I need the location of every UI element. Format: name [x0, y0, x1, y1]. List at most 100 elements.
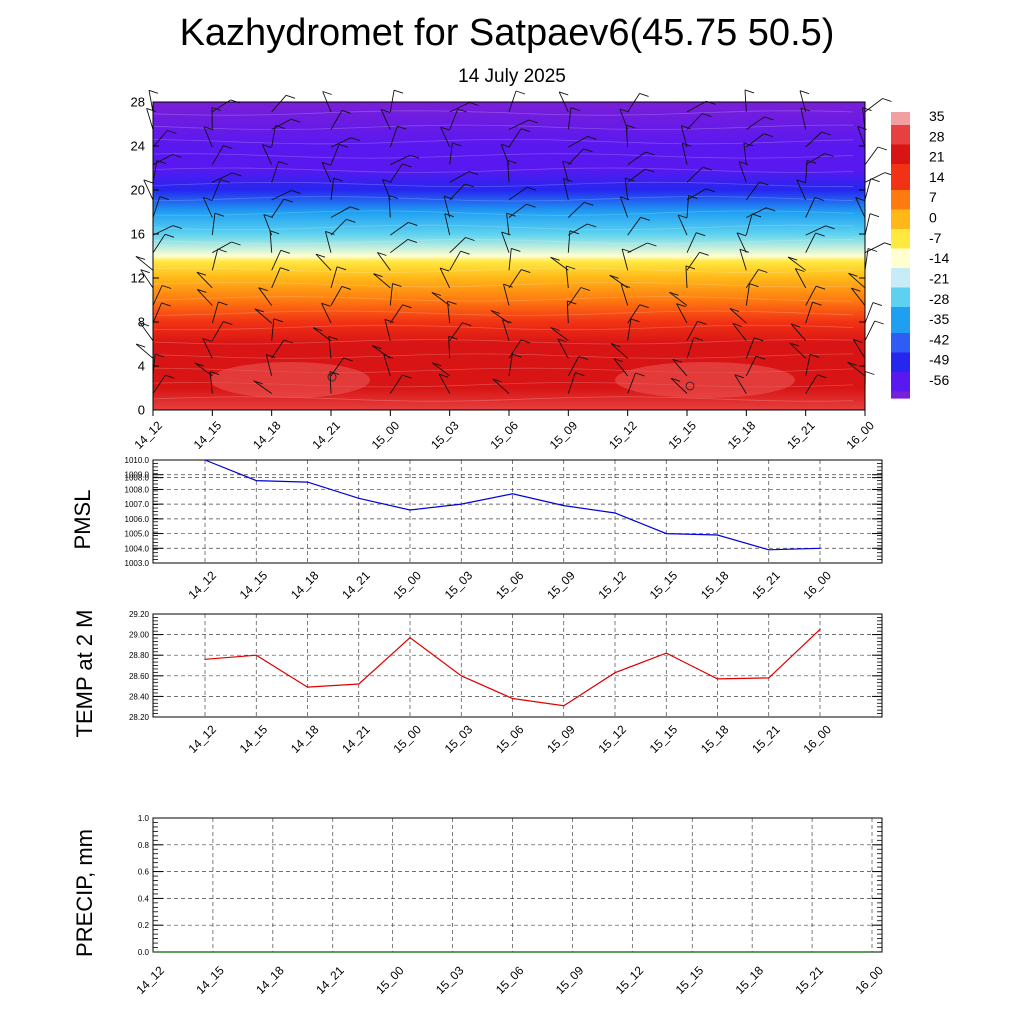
precip-xtick-label: 15_15 [673, 963, 707, 997]
wind-barb-flag [705, 188, 716, 193]
colorbar-label: 0 [929, 210, 937, 226]
wind-barb [805, 225, 835, 236]
wind-barb-flag [566, 265, 576, 270]
contour-line [152, 324, 854, 331]
colorbar-swatch [891, 112, 910, 120]
wind-barb-shaft [212, 241, 232, 254]
wind-barb-flag [232, 172, 242, 177]
wind-barb-flag [146, 107, 156, 112]
wind-barb-flag [500, 143, 511, 148]
contour-line [152, 267, 854, 273]
contour-line [152, 296, 854, 302]
precip-panel [152, 817, 883, 953]
wind-barb-flag [507, 159, 517, 164]
wind-barb-flag [570, 107, 581, 112]
precip-xtick-label: 15_21 [793, 963, 827, 997]
wind-barb-shaft [211, 248, 219, 271]
wind-barb-flag [619, 108, 629, 113]
wind-barb-flag [550, 256, 560, 261]
wind-barb-shaft [567, 287, 582, 306]
wind-barb-shaft [568, 223, 588, 236]
pmsl-point [255, 480, 257, 482]
temp2m-ytick-label: 29.20 [129, 610, 150, 619]
wind-barb [390, 221, 418, 236]
wind-barb [508, 353, 522, 376]
pmsl-xtick-label: 14_18 [288, 568, 322, 602]
wind-barb-flag [569, 230, 580, 235]
wind-barb-flag [290, 118, 301, 123]
wind-barb [449, 237, 475, 254]
wind-barb [550, 327, 569, 342]
colorbar-swatch [891, 125, 910, 133]
wind-barb-shaft [805, 302, 813, 324]
wind-barb [372, 345, 391, 359]
temp2m-ytick-label: 28.20 [129, 713, 150, 722]
wind-barb-shaft [732, 323, 747, 341]
wind-barb [799, 90, 810, 113]
wind-barb-flag [377, 252, 387, 256]
wind-barb-flag [328, 335, 338, 340]
wind-barb [271, 189, 301, 201]
wind-barb-shaft [212, 172, 233, 183]
wind-barb-shaft [449, 142, 453, 165]
wind-barb-shaft [686, 113, 703, 130]
wind-barb-flag [350, 206, 360, 211]
pmsl-point [460, 503, 462, 505]
wind-barb-flag [196, 271, 207, 276]
wind-barb-shaft [800, 107, 807, 130]
precip-xtick-label: 15_06 [493, 963, 527, 997]
wind-barb [330, 357, 353, 377]
heatmap-ytick-label: 28 [131, 95, 145, 110]
wind-barb [202, 338, 213, 359]
wind-barb [449, 102, 479, 113]
colorbar-swatch [891, 144, 910, 152]
heatmap-xtick-label: 14_21 [309, 418, 343, 452]
temp2m-xtick-label: 14_15 [237, 722, 271, 756]
wind-barb-flag [749, 283, 759, 288]
wind-barb-flag [506, 212, 516, 217]
pmsl-ytick-label: 1003.0 [125, 559, 150, 568]
temp2m-point [306, 686, 309, 688]
wind-barb-flag [526, 186, 537, 191]
wind-barb-flag [218, 301, 228, 306]
wind-barb-flag [329, 371, 340, 375]
wind-barb-shaft [864, 172, 885, 183]
wind-barb-shaft [152, 154, 173, 166]
wind-barb-flag [613, 358, 624, 363]
wind-barb [686, 113, 712, 130]
wind-barb [805, 285, 826, 306]
wind-barb-shaft [490, 310, 510, 324]
wind-barb-shaft [799, 90, 807, 113]
wind-barb-flag [408, 221, 418, 226]
wind-barb-flag [814, 197, 825, 201]
wind-barb-shaft [261, 144, 273, 165]
wind-barb [732, 322, 747, 341]
wind-barb-flag [583, 148, 593, 153]
wind-barb-shaft [855, 197, 866, 218]
wind-barb-flag [812, 301, 822, 306]
wind-barb-flag [343, 357, 353, 362]
contour-line [152, 253, 854, 259]
colorbar-swatch [891, 229, 910, 237]
wind-barb [448, 335, 458, 359]
wind-barb-shaft [507, 160, 510, 183]
wind-barb-shaft [431, 292, 450, 306]
wind-barb [746, 116, 774, 130]
wind-barb-shaft [853, 339, 866, 359]
wind-barb-shaft [373, 273, 391, 289]
wind-barb-shaft [211, 179, 221, 201]
wind-barb-flag [685, 265, 696, 270]
heatmap-ytick-label: 4 [138, 359, 145, 374]
precip-ytick-label: 0.6 [138, 868, 150, 877]
wind-barb [627, 151, 655, 166]
wind-barb-shaft [508, 203, 527, 218]
wind-barb-shaft [135, 256, 154, 271]
temp2m-point [358, 683, 360, 685]
wind-barb-shaft [389, 126, 398, 148]
wind-barb [567, 107, 581, 130]
wind-barb-flag [161, 302, 171, 307]
wind-barb-shaft [330, 110, 343, 130]
wind-barb-shaft [449, 183, 466, 201]
pmsl-xtick-label: 14_21 [339, 568, 373, 602]
wind-barb [146, 107, 156, 130]
